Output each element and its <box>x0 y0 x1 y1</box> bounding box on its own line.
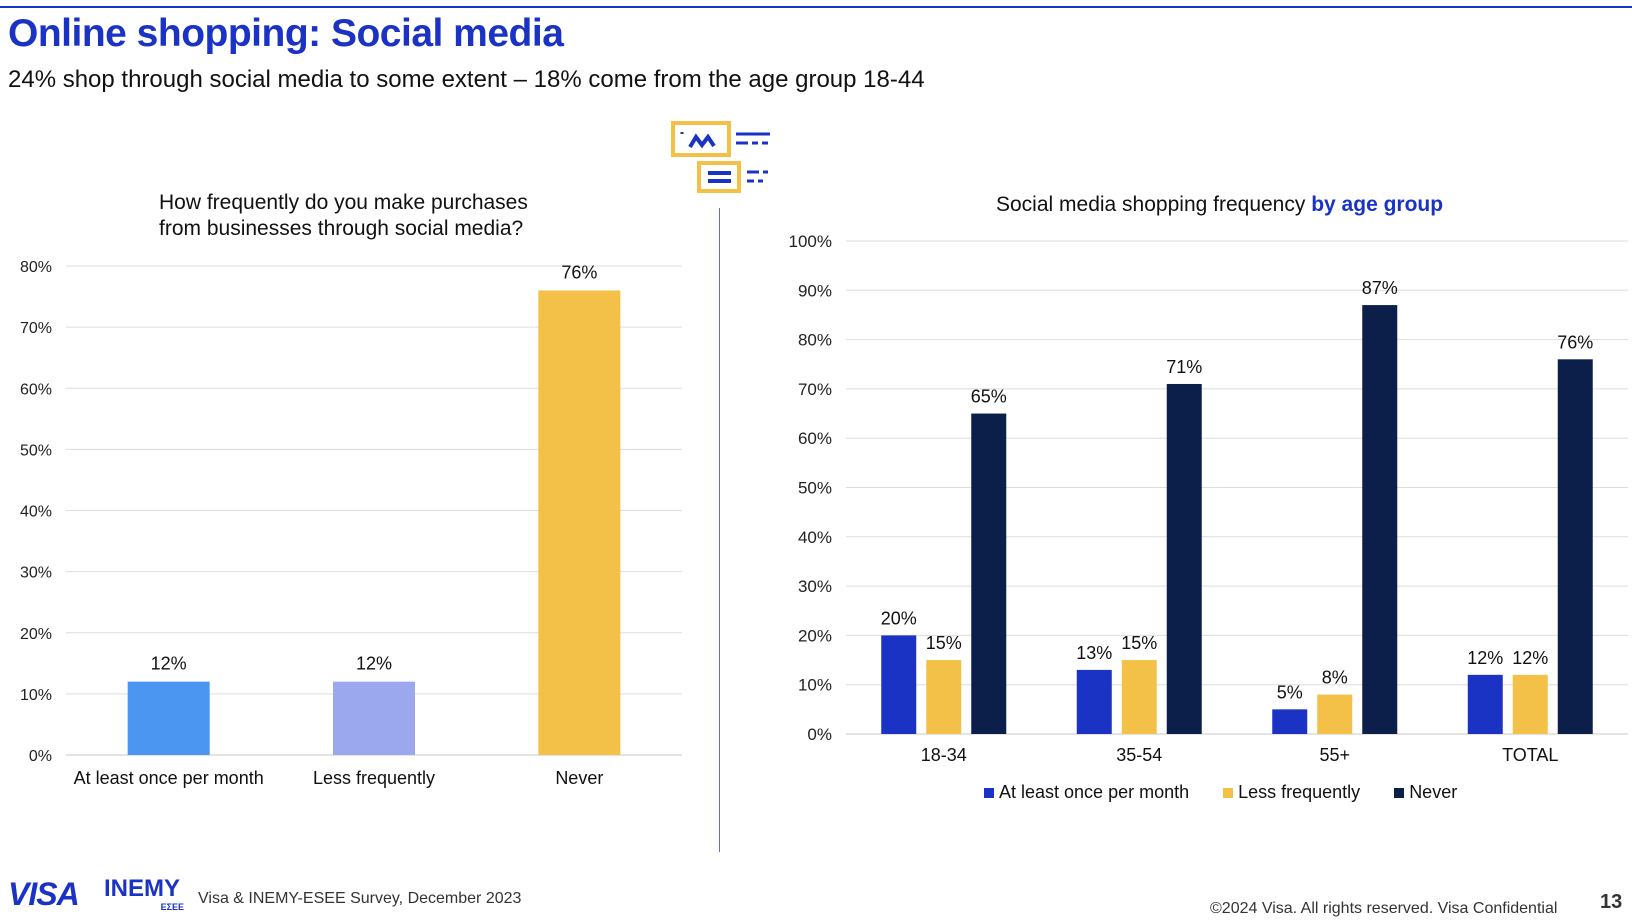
right-bar <box>1467 674 1503 734</box>
right-chart-legend: At least once per month Less frequently … <box>984 782 1457 803</box>
right-data-label: 15% <box>1121 633 1157 653</box>
right-data-label: 76% <box>1557 332 1593 352</box>
left-y-tick-label: 20% <box>20 626 52 643</box>
left-x-tick-label: Never <box>555 768 603 788</box>
left-bar <box>538 290 621 755</box>
right-y-tick-label: 40% <box>798 528 832 547</box>
right-data-label: 5% <box>1277 682 1303 702</box>
right-bar <box>1317 694 1353 734</box>
left-data-label: 76% <box>561 262 597 282</box>
page-subtitle: 24% shop through social media to some ex… <box>8 66 925 93</box>
left-chart-title-line2: from businesses through social media? <box>159 217 524 240</box>
inemy-logo-text: INEMY <box>104 875 181 902</box>
right-y-tick-label: 60% <box>798 429 832 448</box>
left-bar <box>127 681 210 755</box>
right-bar <box>1557 359 1593 734</box>
left-y-tick-label: 60% <box>20 381 52 398</box>
inemy-logo-subtext: EΣEE <box>160 902 184 912</box>
left-y-tick-label: 30% <box>20 565 52 582</box>
left-bar-chart: 0% 10% 20% 30% 40% 50% 60% 70% 80% 12% At least on… <box>20 259 682 788</box>
legend-swatch-less-frequently <box>1223 787 1234 798</box>
right-x-tick-label: TOTAL <box>1502 745 1558 765</box>
right-x-tick-label: 35-54 <box>1116 745 1162 765</box>
legend-item-less-frequently: Less frequently <box>1223 782 1360 803</box>
left-y-tick-label: 70% <box>20 320 52 337</box>
right-data-label: 71% <box>1166 357 1202 377</box>
legend-item-never: Never <box>1394 782 1457 803</box>
right-bar <box>1166 383 1202 734</box>
top-rule <box>0 6 1632 8</box>
right-bar <box>1076 669 1112 734</box>
right-y-tick-label: 80% <box>798 331 832 350</box>
right-y-tick-label: 10% <box>798 676 832 695</box>
left-data-label: 12% <box>356 654 392 674</box>
inemy-logo: INEMY EΣEE <box>104 875 184 913</box>
right-y-tick-label: 70% <box>798 380 832 399</box>
right-bar <box>926 660 962 734</box>
chart-decoration-icon <box>671 121 770 193</box>
right-data-label: 8% <box>1322 668 1348 688</box>
right-bar <box>881 635 917 734</box>
right-bar <box>971 413 1007 734</box>
right-data-label: 12% <box>1512 648 1548 668</box>
legend-label-less-frequently: Less frequently <box>1238 782 1361 802</box>
right-y-tick-label: 100% <box>789 232 832 251</box>
chart-divider <box>719 208 720 852</box>
right-data-label: 12% <box>1467 648 1503 668</box>
legend-label-never: Never <box>1409 782 1458 802</box>
left-y-tick-label: 50% <box>20 442 52 459</box>
page-title: Online shopping: Social media <box>8 12 564 55</box>
left-y-tick-label: 80% <box>20 259 52 276</box>
legend-item-at-least-once: At least once per month <box>984 782 1189 803</box>
legend-label-at-least-once: At least once per month <box>999 782 1190 802</box>
right-bar <box>1512 674 1548 734</box>
right-y-tick-label: 20% <box>798 626 832 645</box>
right-data-label: 20% <box>881 608 917 628</box>
right-data-label: 65% <box>971 387 1007 407</box>
right-data-label: 87% <box>1362 278 1398 298</box>
footer-copyright: ©2024 Visa. All rights reserved. Visa Co… <box>1210 900 1558 917</box>
legend-swatch-at-least-once <box>984 787 994 798</box>
right-bar <box>1272 709 1308 734</box>
right-chart-title: Social media shopping frequency by age g… <box>996 192 1443 218</box>
left-x-tick-label: Less frequently <box>313 768 435 788</box>
right-bar <box>1362 305 1398 734</box>
left-y-tick-label: 10% <box>20 687 52 704</box>
right-y-tick-label: 30% <box>798 577 832 596</box>
right-y-tick-label: 50% <box>798 479 832 498</box>
left-bar <box>333 681 415 755</box>
left-chart-title-line1: How frequently do you make purchases <box>159 191 528 214</box>
right-data-label: 13% <box>1076 643 1112 663</box>
right-chart-title-main: Social media shopping frequency <box>996 193 1306 216</box>
right-grouped-bar-chart: 0% 10% 20% 30% 40% 50% 60% 70% 80% 90% 100% 20% 15% 6… <box>789 232 1628 765</box>
left-y-tick-label: 40% <box>20 504 52 521</box>
right-y-tick-label: 0% <box>807 725 832 744</box>
visa-logo: VISA <box>8 876 80 912</box>
right-y-tick-label: 90% <box>798 281 832 300</box>
right-bar <box>1121 660 1157 734</box>
left-data-label: 12% <box>151 654 187 674</box>
footer-source: Visa & INEMY-ESEE Survey, December 2023 <box>198 890 522 907</box>
right-chart-title-accent: by age group <box>1311 193 1444 216</box>
legend-swatch-never <box>1394 787 1405 798</box>
left-chart-title: How frequently do you make purchases fro… <box>159 190 528 242</box>
right-data-label: 15% <box>926 633 962 653</box>
left-y-tick-label: 0% <box>29 748 52 765</box>
page-number: 13 <box>1600 891 1623 913</box>
left-x-tick-label: At least once per month <box>74 768 264 788</box>
right-x-tick-label: 18-34 <box>921 745 967 765</box>
right-x-tick-label: 55+ <box>1319 745 1350 765</box>
